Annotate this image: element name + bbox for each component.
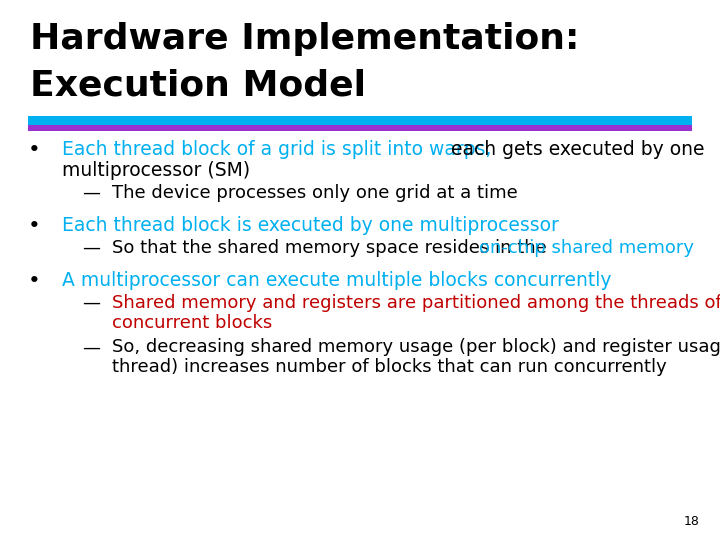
Text: 18: 18 xyxy=(684,515,700,528)
Text: Each thread block of a grid is split into warps,: Each thread block of a grid is split int… xyxy=(62,140,492,159)
Bar xyxy=(28,125,692,131)
Text: thread) increases number of blocks that can run concurrently: thread) increases number of blocks that … xyxy=(112,359,667,376)
Text: concurrent blocks: concurrent blocks xyxy=(112,314,272,332)
Text: •: • xyxy=(28,271,41,291)
Text: So, decreasing shared memory usage (per block) and register usage (per: So, decreasing shared memory usage (per … xyxy=(112,338,720,356)
Text: each gets executed by one: each gets executed by one xyxy=(451,140,704,159)
Text: —: — xyxy=(82,338,100,356)
Text: Execution Model: Execution Model xyxy=(30,68,366,102)
Text: —: — xyxy=(82,294,100,312)
Text: on-chip shared memory: on-chip shared memory xyxy=(479,239,693,257)
Bar xyxy=(28,116,692,125)
Text: —: — xyxy=(82,184,100,202)
Text: •: • xyxy=(28,216,41,236)
Text: Shared memory and registers are partitioned among the threads of all: Shared memory and registers are partitio… xyxy=(112,294,720,312)
Text: •: • xyxy=(28,140,41,160)
Text: A multiprocessor can execute multiple blocks concurrently: A multiprocessor can execute multiple bl… xyxy=(62,271,611,290)
Text: —: — xyxy=(82,239,100,257)
Text: multiprocessor (SM): multiprocessor (SM) xyxy=(62,161,250,180)
Text: Hardware Implementation:: Hardware Implementation: xyxy=(30,22,580,56)
Text: Each thread block is executed by one multiprocessor: Each thread block is executed by one mul… xyxy=(62,216,559,235)
Text: So that the shared memory space resides in the: So that the shared memory space resides … xyxy=(112,239,552,257)
Text: The device processes only one grid at a time: The device processes only one grid at a … xyxy=(112,184,518,202)
